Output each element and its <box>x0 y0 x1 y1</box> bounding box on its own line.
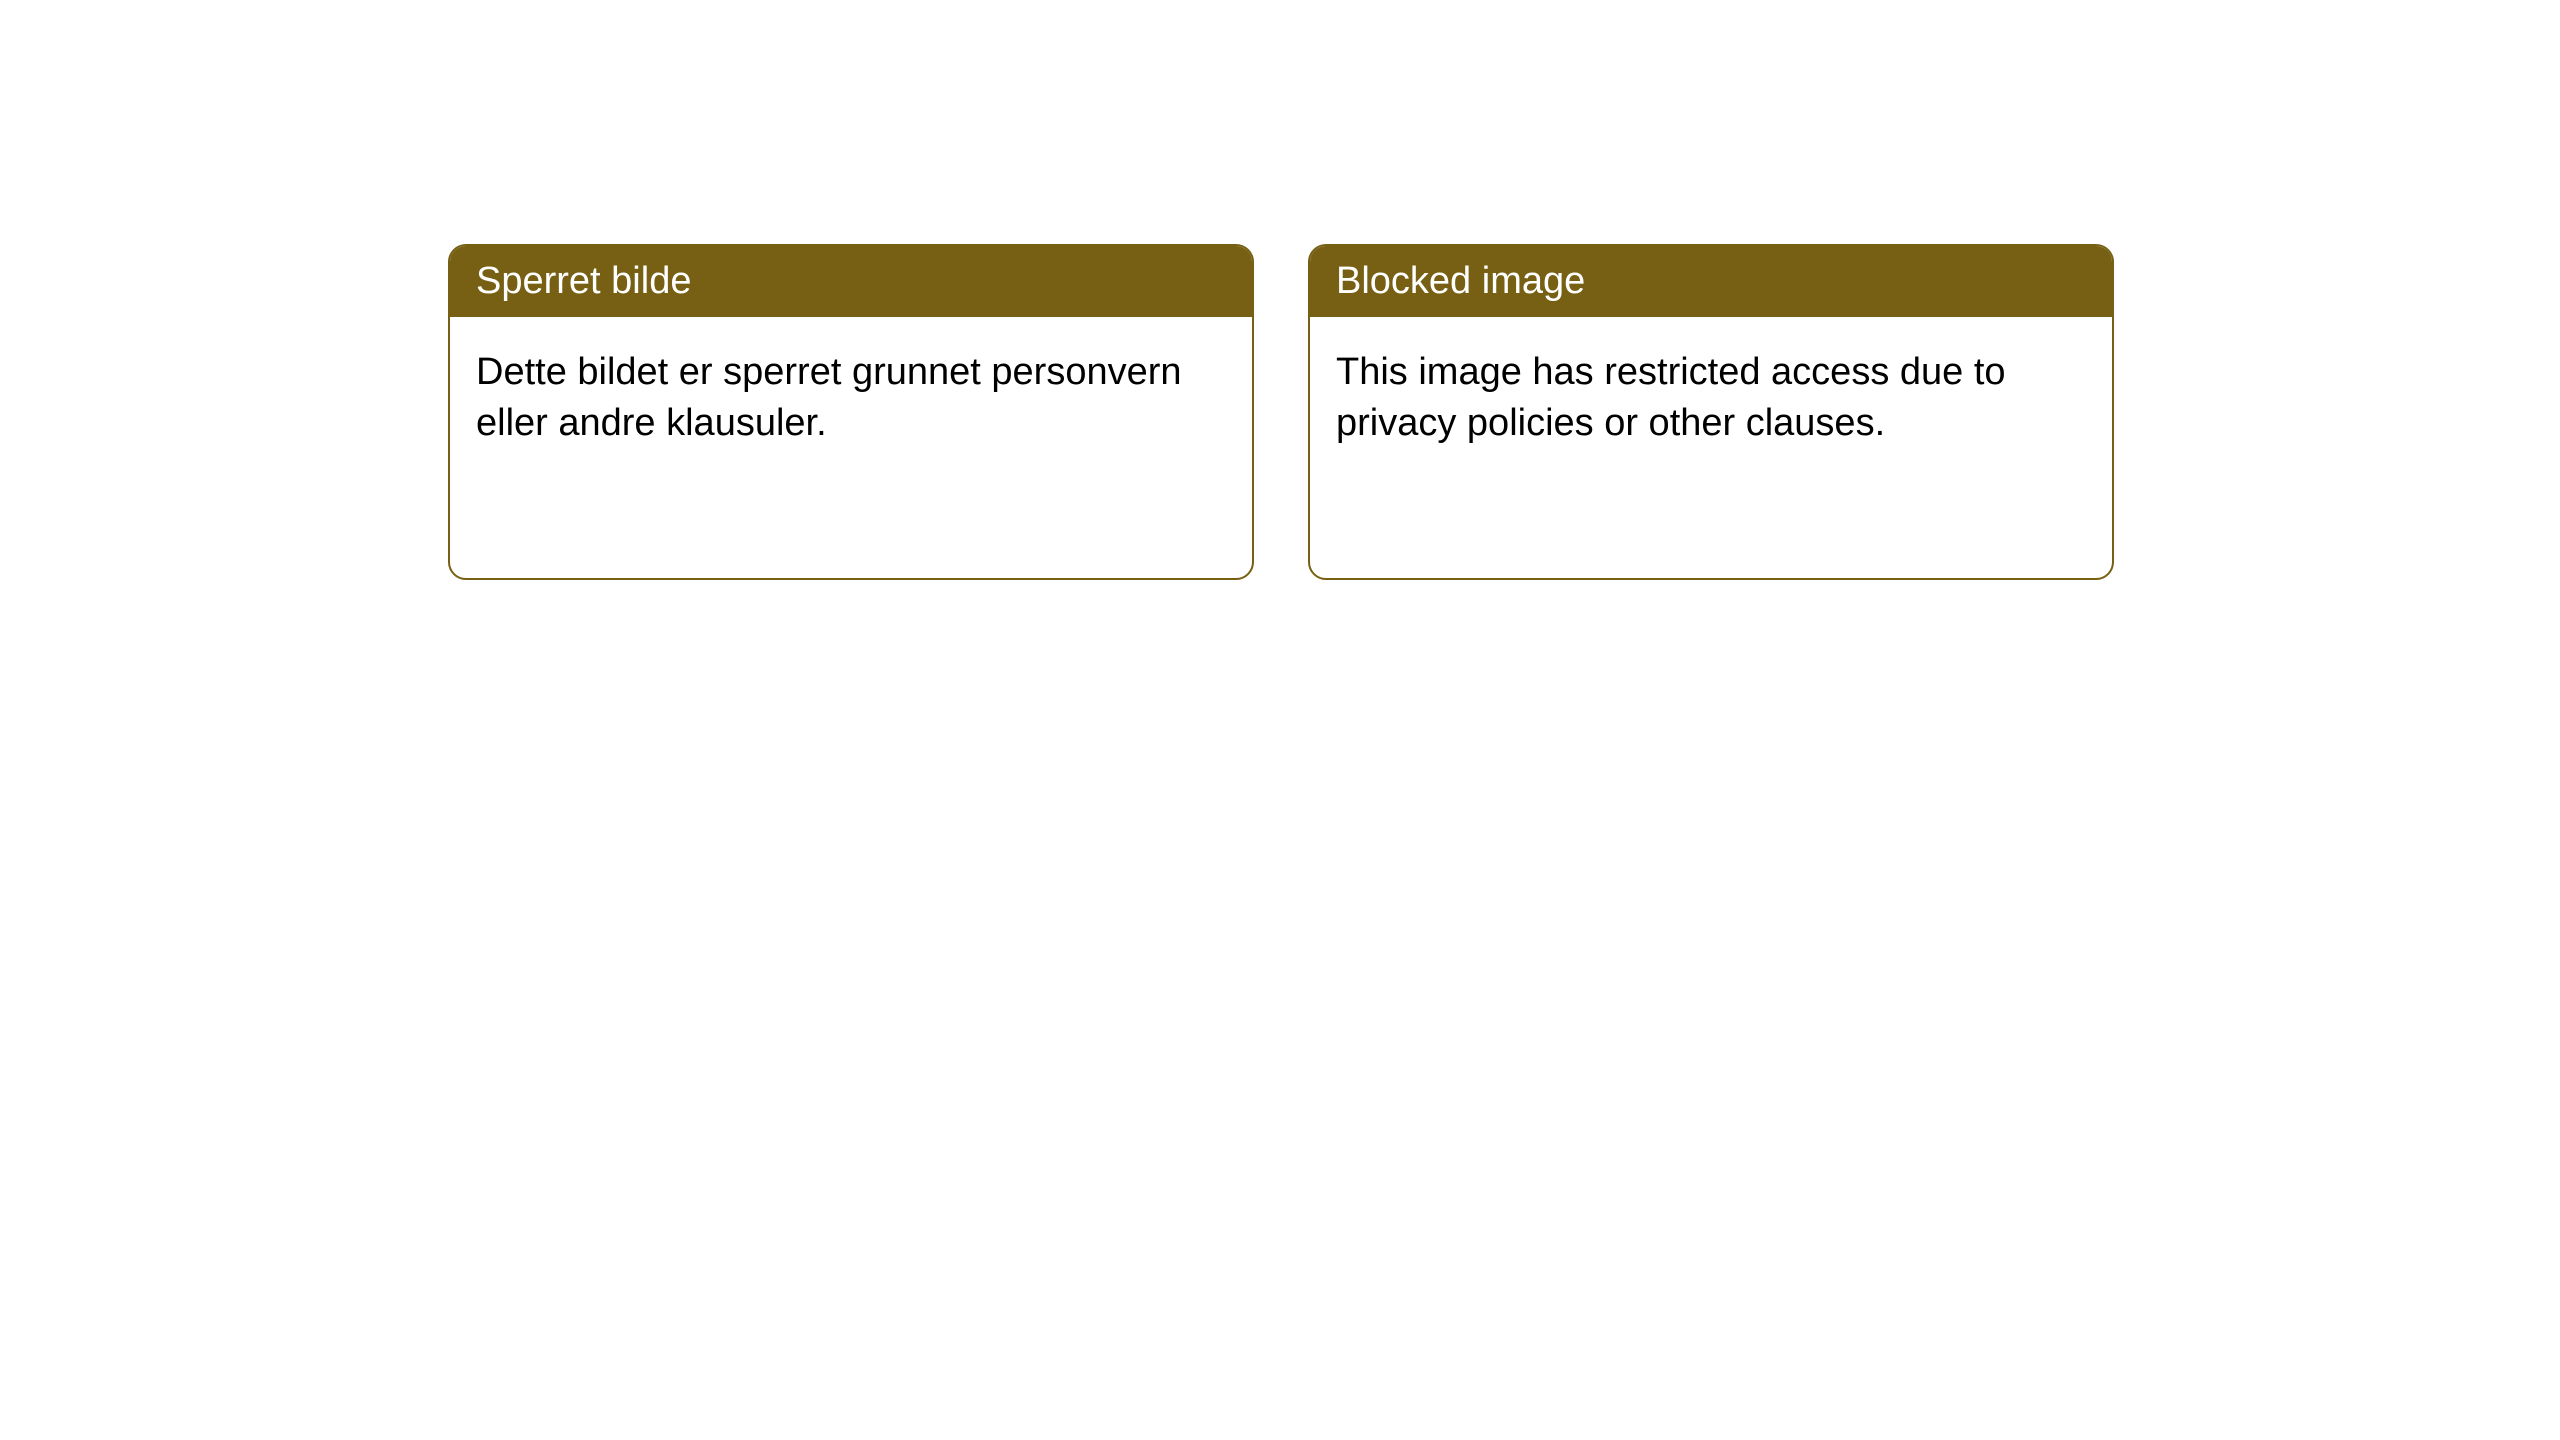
card-title: Sperret bilde <box>476 260 691 302</box>
card-header: Sperret bilde <box>450 246 1252 317</box>
blocked-image-card-english: Blocked image This image has restricted … <box>1308 244 2114 580</box>
cards-container: Sperret bilde Dette bildet er sperret gr… <box>0 0 2560 580</box>
card-body-text: Dette bildet er sperret grunnet personve… <box>476 351 1182 444</box>
card-header: Blocked image <box>1310 246 2112 317</box>
card-title: Blocked image <box>1336 260 1585 302</box>
card-body: This image has restricted access due to … <box>1310 317 2112 480</box>
card-body: Dette bildet er sperret grunnet personve… <box>450 317 1252 480</box>
card-body-text: This image has restricted access due to … <box>1336 351 2006 444</box>
blocked-image-card-norwegian: Sperret bilde Dette bildet er sperret gr… <box>448 244 1254 580</box>
